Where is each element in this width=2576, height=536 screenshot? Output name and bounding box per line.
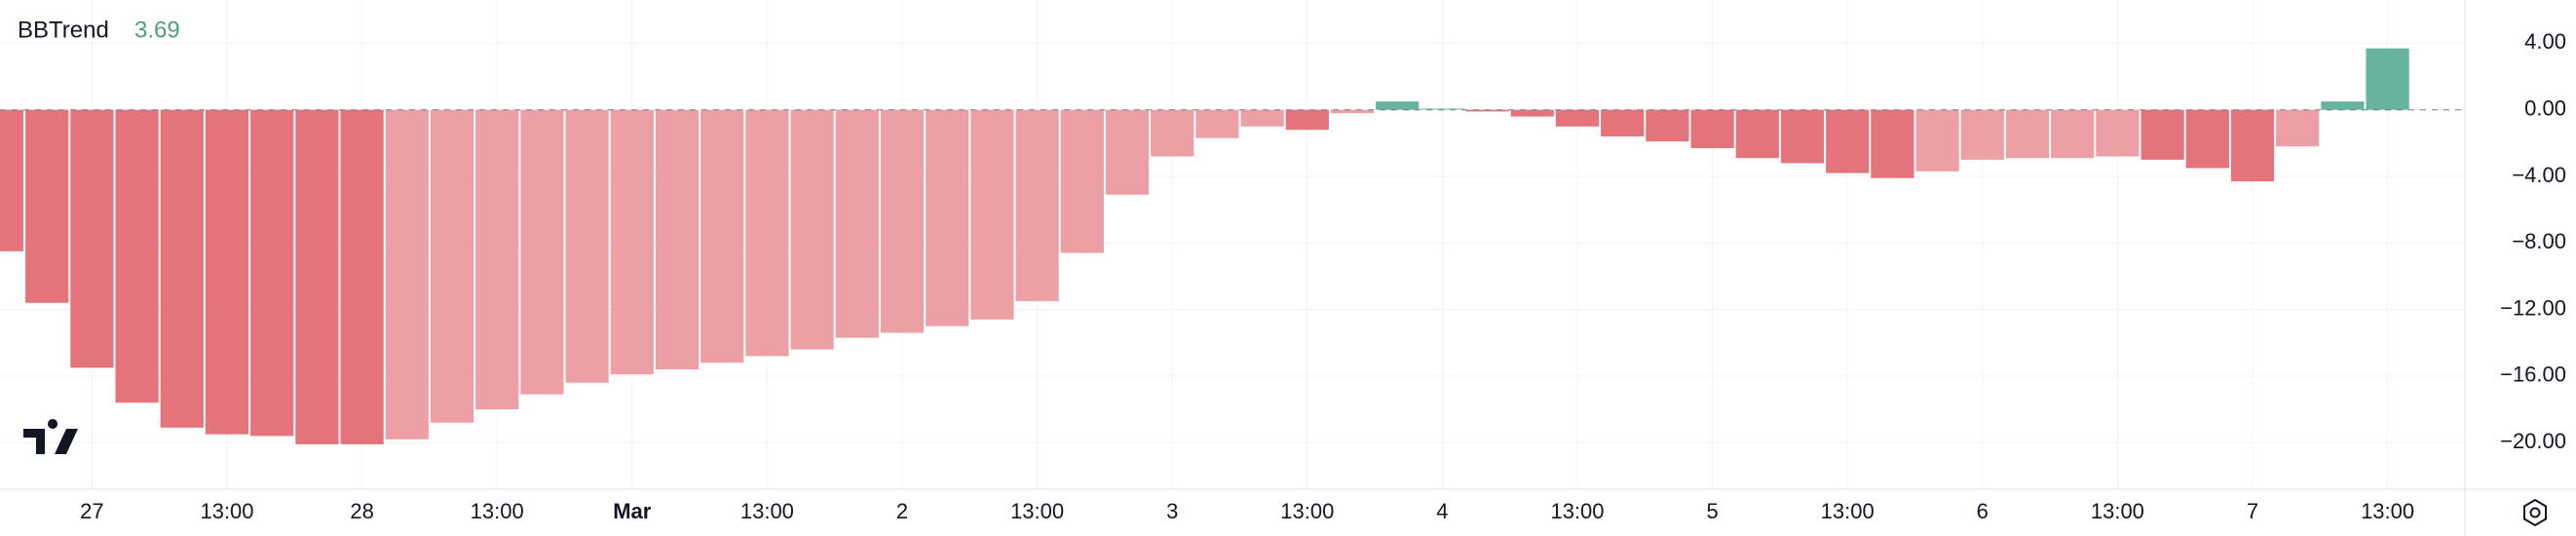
x-tick-label: 13:00 xyxy=(471,499,524,523)
bar xyxy=(2276,109,2320,147)
bar xyxy=(475,109,519,410)
bar xyxy=(565,109,609,383)
x-tick-label: 13:00 xyxy=(1550,499,1604,523)
settings-icon[interactable] xyxy=(2523,498,2547,527)
bar xyxy=(520,109,564,395)
bar xyxy=(385,109,429,440)
bar xyxy=(1285,109,1329,131)
bar xyxy=(1015,109,1059,302)
x-tick-label: 4 xyxy=(1436,499,1448,523)
bar xyxy=(835,109,879,338)
x-tick-label: 13:00 xyxy=(2361,499,2414,523)
bars xyxy=(0,48,2409,444)
bar xyxy=(1601,109,1645,137)
bar xyxy=(1960,109,2004,160)
bar xyxy=(610,109,654,375)
bar xyxy=(701,109,744,364)
bar xyxy=(1871,109,1914,178)
bar xyxy=(2096,109,2140,157)
bar xyxy=(1780,109,1825,164)
x-tick-label: 27 xyxy=(80,499,103,523)
bar xyxy=(2185,109,2229,169)
bar xyxy=(250,109,294,437)
bar xyxy=(1735,109,1779,159)
bar xyxy=(1690,109,1734,148)
bar xyxy=(1376,101,1420,110)
bar xyxy=(1330,109,1375,114)
y-tick-label: −16.00 xyxy=(2500,363,2566,387)
y-tick-label: 4.00 xyxy=(2524,29,2566,54)
bar xyxy=(0,109,24,251)
x-tick-label: 28 xyxy=(350,499,373,523)
bar xyxy=(340,109,384,444)
bar xyxy=(2230,109,2275,182)
bar xyxy=(70,109,114,368)
x-tick-label: 13:00 xyxy=(2091,499,2144,523)
bar xyxy=(1555,109,1600,127)
indicator-value: 3.69 xyxy=(134,17,180,43)
x-tick-label: 13:00 xyxy=(740,499,794,523)
y-tick-label: −8.00 xyxy=(2512,229,2566,253)
indicator-name: BBTrend xyxy=(18,17,109,43)
bar xyxy=(1421,107,1464,110)
bar xyxy=(1060,109,1104,253)
bar xyxy=(2051,109,2095,159)
y-tick-label: 0.00 xyxy=(2524,96,2566,121)
logo xyxy=(23,419,78,454)
x-tick-label: 3 xyxy=(1166,499,1178,523)
bar xyxy=(430,109,474,423)
bar xyxy=(926,109,969,326)
y-tick-label: −20.00 xyxy=(2500,429,2566,453)
bar xyxy=(1195,109,1239,138)
bar xyxy=(1465,109,1509,112)
x-tick-label: 13:00 xyxy=(200,499,253,523)
bar xyxy=(1915,109,1959,172)
bar xyxy=(880,109,925,333)
bar xyxy=(655,109,700,370)
bar xyxy=(1151,109,1194,157)
bar xyxy=(1105,109,1150,195)
bar xyxy=(2140,109,2184,160)
bar xyxy=(25,109,69,303)
x-tick-label: 13:00 xyxy=(1010,499,1064,523)
x-tick-label: 7 xyxy=(2247,499,2258,523)
bar xyxy=(1646,109,1689,142)
bar xyxy=(160,109,204,428)
bar xyxy=(745,109,789,357)
x-tick-label: 13:00 xyxy=(1821,499,1875,523)
bar xyxy=(2005,109,2050,159)
x-tick-label: 13:00 xyxy=(1280,499,1334,523)
bar xyxy=(790,109,834,350)
x-tick-label: 5 xyxy=(1706,499,1718,523)
bar xyxy=(970,109,1014,320)
bar xyxy=(2321,101,2365,110)
y-tick-label: −4.00 xyxy=(2512,163,2566,187)
y-tick-label: −12.00 xyxy=(2500,295,2566,320)
x-tick-label: 2 xyxy=(896,499,908,523)
bar xyxy=(205,109,249,435)
bar xyxy=(295,109,339,444)
bar xyxy=(2366,48,2409,110)
bar xyxy=(115,109,159,403)
bar xyxy=(1510,109,1554,117)
x-tick-label: 6 xyxy=(1977,499,1989,523)
x-tick-label: Mar xyxy=(613,499,652,523)
bar xyxy=(1240,109,1284,127)
bar xyxy=(1826,109,1870,173)
